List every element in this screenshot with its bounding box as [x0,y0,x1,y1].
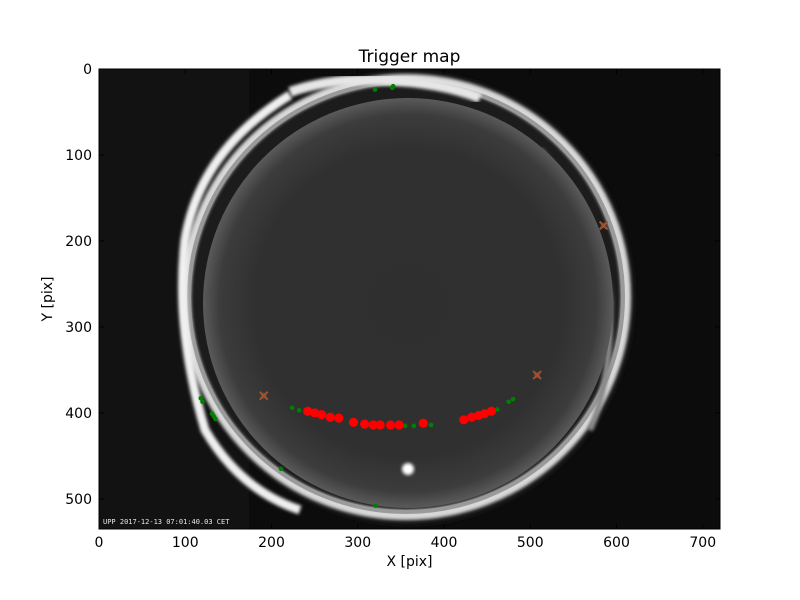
x-tick-label: 700 [689,535,716,551]
x-tick-label: 600 [603,535,630,551]
red-trigger-point [394,420,404,430]
red-trigger-point [360,419,370,429]
green-trigger-point [372,87,378,92]
green-trigger-point [373,503,379,509]
red-trigger-point [479,409,490,419]
green-trigger-point [411,423,417,429]
x-tick-label: 0 [95,535,104,551]
sky-image: UPP 2017-12-13 07:01:40.03 CET [99,69,720,529]
markers-layer [198,83,609,509]
y-tick-label: 0 [83,62,92,78]
y-tick-label: 400 [65,406,92,422]
ticks-layer: 0 100 200 300 400 500 600 700 0 100 200 300 400 500 [65,62,720,551]
x-tick-label: 400 [431,535,458,551]
x-tick-label: 100 [172,535,199,551]
red-trigger-point [368,420,378,430]
chart-title: Trigger map [358,47,461,67]
red-trigger-point [375,420,385,430]
y-tick-label: 300 [65,320,92,336]
red-trigger-point [310,408,320,418]
red-trigger-point [334,413,344,423]
red-trigger-point [459,415,469,425]
x-axis-label: X [pix] [386,554,432,570]
red-trigger-point [325,412,335,422]
green-trigger-point [198,396,204,401]
y-tick-label: 200 [65,234,92,250]
y-tick-label: 500 [65,492,92,508]
x-tick-label: 300 [344,535,371,551]
y-axis-label: Y [pix] [40,277,56,323]
green-trigger-point [510,396,516,402]
red-trigger-point [418,418,428,428]
green-trigger-point [278,466,284,472]
green-trigger-point [390,83,396,89]
green-trigger-point [200,399,205,405]
red-trigger-point [486,406,497,416]
green-trigger-point [289,405,295,411]
timestamp-label: UPP 2017-12-13 07:01:40.03 CET [103,518,230,526]
red-trigger-point [385,420,396,430]
green-trigger-point [495,407,500,412]
plot-frame [98,68,721,530]
x-marker-point [598,220,609,231]
x-tick-label: 500 [517,535,544,551]
green-trigger-point [402,423,408,429]
green-trigger-point [428,422,434,428]
x-marker-point [532,370,542,380]
x-tick-label: 200 [258,535,285,551]
red-trigger-point [303,406,313,416]
y-tick-label: 100 [65,148,92,164]
green-trigger-point [213,416,218,422]
green-trigger-point [296,408,302,413]
x-marker-point [259,391,269,401]
red-trigger-point [316,410,327,420]
red-trigger-point [467,412,477,422]
red-trigger-point [348,417,359,427]
green-trigger-point [506,399,511,405]
